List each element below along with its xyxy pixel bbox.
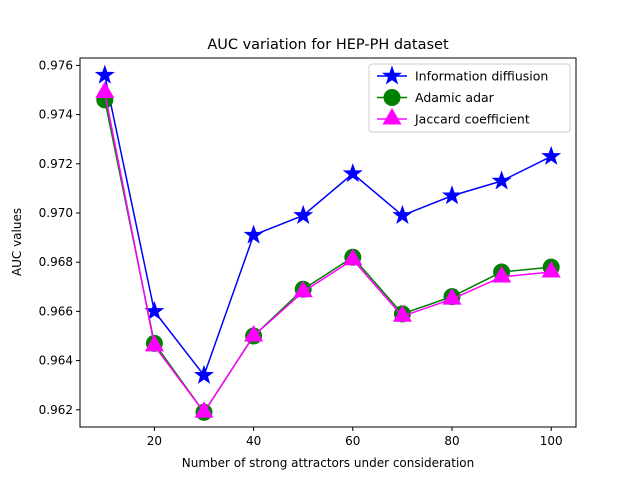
chart-title: AUC variation for HEP-PH dataset xyxy=(207,37,449,53)
legend-label: Jaccard coefficient xyxy=(414,112,530,127)
x-axis-label: Number of strong attractors under consid… xyxy=(182,456,474,470)
x-tick-label: 20 xyxy=(147,434,162,448)
series-3-point xyxy=(392,305,412,322)
y-tick-label: 0.972 xyxy=(39,157,73,171)
series-3-point xyxy=(343,248,363,266)
x-tick-label: 80 xyxy=(444,434,459,448)
x-tick-label: 60 xyxy=(345,434,360,448)
legend-frame xyxy=(368,63,571,133)
y-tick-label: 0.962 xyxy=(39,403,73,417)
legend-label: Adamic adar xyxy=(415,90,495,105)
x-tick-label: 100 xyxy=(540,434,563,448)
series-1-point xyxy=(491,170,512,190)
series-1-point xyxy=(342,163,363,183)
series-1-point xyxy=(243,224,264,244)
series-line-2 xyxy=(104,99,552,414)
series-1-point xyxy=(293,204,314,224)
series-1-point xyxy=(193,364,215,384)
series-3-point xyxy=(194,401,214,418)
legend-marker xyxy=(382,107,402,125)
series-3-point xyxy=(492,265,512,283)
series-line-1 xyxy=(104,75,552,377)
series-3-point xyxy=(541,261,561,278)
series-line-3 xyxy=(104,92,552,414)
legend-marker xyxy=(381,65,403,85)
series-1-point xyxy=(392,204,413,224)
x-tick-label: 40 xyxy=(246,434,261,448)
legend-marker xyxy=(383,89,401,106)
y-tick-label: 0.976 xyxy=(39,58,73,72)
series-3-point xyxy=(144,334,164,352)
y-tick-label: 0.968 xyxy=(39,255,73,269)
series-1-point xyxy=(441,185,463,205)
legend-label: Information diffiusion xyxy=(415,69,548,84)
y-tick-label: 0.966 xyxy=(39,304,73,318)
y-axis-label: AUC values xyxy=(10,208,24,276)
series-3-point xyxy=(244,324,264,342)
legend: Information diffiusion Adamic adar Jaccard… xyxy=(368,63,571,133)
plot-area: 20 40 60 80 100 0.962 0.964 0.966 0.968 0.970 0.97… xyxy=(39,57,577,448)
axes-frame xyxy=(79,57,577,428)
series-1-point xyxy=(541,145,562,165)
series-1-point xyxy=(94,64,115,84)
series-3-point xyxy=(293,280,313,298)
y-tick-label: 0.970 xyxy=(39,206,73,220)
y-tick-label: 0.974 xyxy=(39,108,73,122)
y-tick-label: 0.964 xyxy=(39,354,73,368)
series-3-point xyxy=(95,81,115,98)
series-3-point xyxy=(442,288,462,305)
